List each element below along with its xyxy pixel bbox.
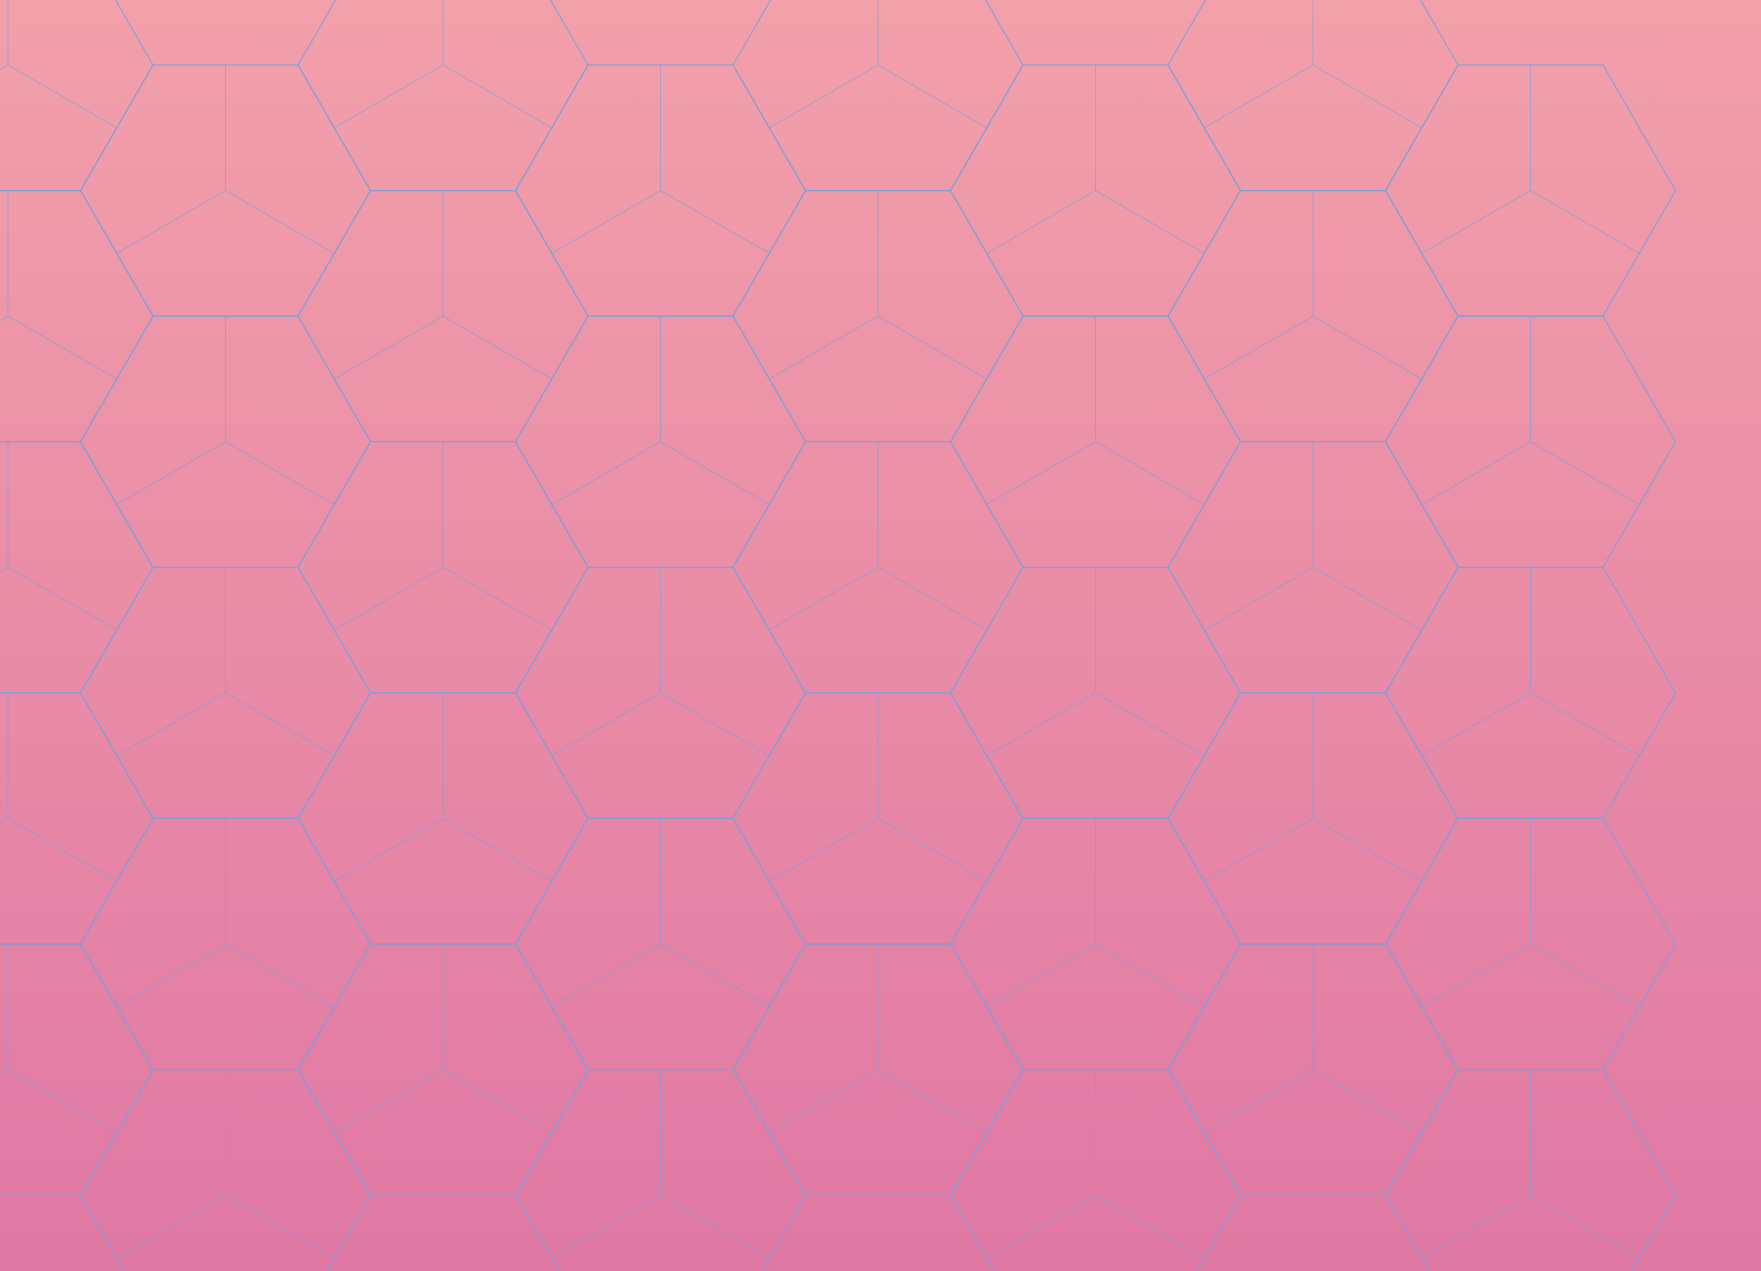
hex-divider (333, 64, 444, 129)
hex-divider (1421, 441, 1531, 505)
hex-divider (1203, 64, 1314, 129)
hex-divider (986, 1194, 1096, 1259)
hex-divider (7, 818, 118, 882)
hex-divider (1203, 566, 1314, 631)
hex-divider (877, 315, 987, 380)
hex-divider (7, 64, 118, 129)
hex-divider (660, 692, 770, 757)
hex-divider (7, 315, 117, 380)
hex-divider (768, 818, 879, 882)
hex-cell (1384, 1068, 1677, 1271)
hex-divider (551, 943, 661, 1008)
hex-divider (877, 818, 988, 882)
hex-divider (225, 1194, 335, 1259)
hex-divider (1312, 818, 1423, 882)
hex-divider (1421, 692, 1531, 757)
hex-divider (116, 943, 226, 1008)
hex-divider (1095, 441, 1205, 505)
hex-divider (986, 692, 1096, 757)
hex-divider (551, 692, 661, 757)
hex-divider (1095, 943, 1205, 1008)
hex-divider (116, 441, 226, 505)
hex-divider (986, 441, 1096, 505)
hex-divider (877, 566, 988, 631)
hex-divider (1312, 566, 1423, 631)
hex-divider (225, 190, 335, 254)
hex-divider (225, 441, 335, 505)
hex-divider (1095, 692, 1205, 757)
hex-divider (1312, 315, 1422, 380)
hex-divider (551, 1194, 661, 1259)
hex-divider (116, 190, 226, 254)
hex-divider (442, 64, 553, 129)
hex-divider (1530, 943, 1640, 1008)
hex-divider (442, 818, 553, 882)
hex-divider (1203, 1069, 1314, 1133)
hex-divider (116, 692, 226, 757)
hex-divider (551, 190, 661, 254)
hex-divider (768, 566, 879, 631)
hex-divider (768, 1069, 879, 1133)
hex-divider (986, 943, 1096, 1008)
hex-divider (877, 64, 988, 129)
hex-divider (986, 190, 1096, 254)
hex-divider (1312, 1069, 1423, 1133)
hex-divider (1530, 1194, 1640, 1259)
hex-divider (1530, 190, 1640, 254)
hex-divider (1530, 692, 1640, 757)
hex-grid (0, 0, 1677, 1271)
hex-divider (660, 943, 770, 1008)
hexagon-icon (1384, 1068, 1677, 1271)
hex-divider (660, 190, 770, 254)
hex-divider (1421, 190, 1531, 254)
hex-divider (442, 1069, 553, 1133)
hex-divider (1204, 315, 1314, 380)
hex-divider (1421, 943, 1531, 1008)
hex-divider (333, 566, 444, 631)
hex-divider (1095, 1194, 1205, 1259)
hex-divider (877, 1069, 988, 1133)
hex-divider (1203, 818, 1314, 882)
hex-divider (116, 1194, 226, 1259)
hex-divider (225, 943, 335, 1008)
hex-divider (225, 692, 335, 757)
hex-divider (333, 1069, 444, 1133)
hex-divider (1421, 1194, 1531, 1259)
hex-divider (1312, 64, 1423, 129)
hex-divider (1530, 441, 1640, 505)
hex-divider (334, 315, 444, 380)
hex-divider (660, 441, 770, 505)
hex-divider (769, 315, 879, 380)
hex-divider (442, 315, 552, 380)
hex-divider (768, 64, 879, 129)
hex-divider (7, 566, 118, 631)
hex-divider (333, 818, 444, 882)
hex-divider (1095, 190, 1205, 254)
hex-divider (442, 566, 553, 631)
hex-divider (551, 441, 661, 505)
hex-divider (660, 1194, 770, 1259)
hex-divider (7, 1069, 118, 1133)
